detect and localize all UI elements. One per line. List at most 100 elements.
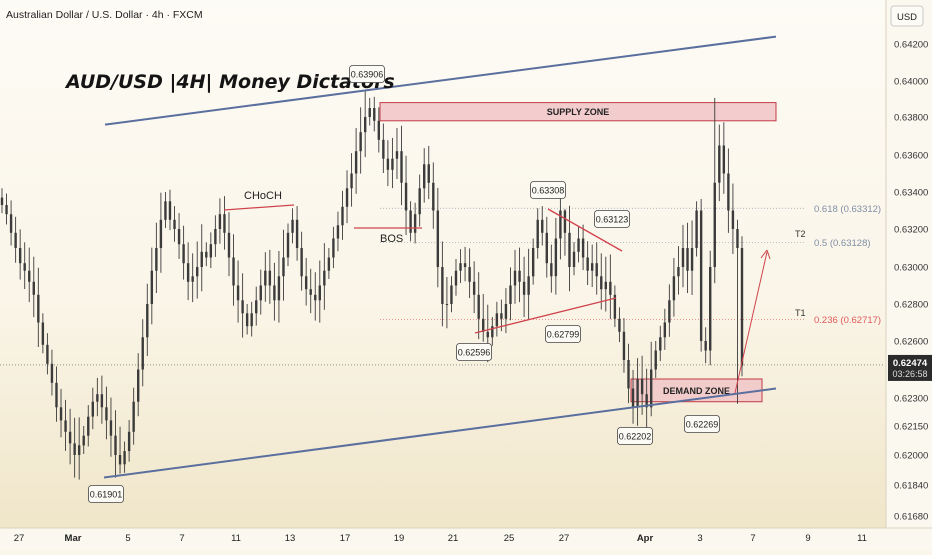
candle-body[interactable] — [37, 294, 40, 323]
candle-body[interactable] — [554, 238, 558, 277]
candle-body[interactable] — [132, 401, 135, 432]
candle-body[interactable] — [345, 188, 349, 207]
candle-body[interactable] — [600, 276, 603, 290]
candle-body[interactable] — [504, 304, 508, 319]
candle-body[interactable] — [82, 435, 85, 446]
candle-body[interactable] — [645, 394, 648, 408]
candle-body[interactable] — [23, 263, 26, 271]
candle-body[interactable] — [391, 158, 394, 170]
candle-body[interactable] — [264, 270, 267, 286]
choch-line[interactable] — [223, 204, 295, 211]
candle-body[interactable] — [209, 244, 213, 258]
price-label-box[interactable] — [456, 343, 492, 361]
candle-body[interactable] — [686, 248, 689, 271]
projection-arrow-line[interactable] — [734, 251, 768, 394]
candle-body[interactable] — [327, 257, 331, 271]
candle-body[interactable] — [454, 270, 458, 286]
candle-body[interactable] — [100, 394, 104, 408]
candle-body[interactable] — [14, 232, 17, 248]
candle-body[interactable] — [64, 420, 67, 432]
candle-body[interactable] — [5, 205, 8, 215]
candle-body[interactable] — [55, 382, 58, 408]
candle-body[interactable] — [341, 206, 344, 226]
candle-body[interactable] — [196, 267, 199, 277]
candle-body[interactable] — [359, 132, 362, 152]
candle-body[interactable] — [545, 232, 548, 264]
candle-body[interactable] — [50, 363, 54, 383]
candle-body[interactable] — [572, 251, 576, 267]
candle-body[interactable] — [713, 182, 716, 267]
candle-body[interactable] — [418, 188, 421, 215]
wedge-upper-line[interactable] — [547, 208, 623, 252]
candle-body[interactable] — [590, 263, 594, 271]
candle-body[interactable] — [718, 145, 721, 183]
price-label-box[interactable] — [594, 210, 630, 228]
candle-body[interactable] — [309, 289, 312, 295]
candle-body[interactable] — [377, 120, 381, 140]
candle-body[interactable] — [559, 210, 562, 239]
candle-body[interactable] — [59, 407, 63, 421]
candle-body[interactable] — [259, 285, 262, 301]
candle-body[interactable] — [91, 401, 94, 417]
candle-body[interactable] — [423, 164, 426, 189]
candle-body[interactable] — [659, 337, 662, 351]
candle-body[interactable] — [159, 219, 163, 248]
candle-body[interactable] — [127, 431, 131, 452]
price-label-box[interactable] — [545, 325, 581, 343]
candle-body[interactable] — [404, 182, 408, 211]
candle-body[interactable] — [709, 267, 712, 351]
candle-body[interactable] — [123, 451, 126, 465]
currency-button[interactable] — [890, 5, 924, 27]
candle-body[interactable] — [200, 251, 203, 267]
candle-body[interactable] — [704, 341, 707, 351]
candle-body[interactable] — [695, 210, 698, 249]
candle-body[interactable] — [740, 248, 744, 366]
candle-body[interactable] — [273, 285, 276, 301]
candle-body[interactable] — [205, 251, 208, 258]
candle-body[interactable] — [354, 151, 358, 174]
candle-body[interactable] — [531, 248, 535, 277]
candle-body[interactable] — [186, 263, 190, 282]
candle-body[interactable] — [500, 313, 503, 319]
candle-body[interactable] — [654, 350, 657, 370]
candle-body[interactable] — [640, 379, 644, 395]
candle-body[interactable] — [9, 214, 13, 233]
candle-body[interactable] — [141, 337, 144, 370]
price-label-box[interactable] — [684, 415, 720, 433]
candle-body[interactable] — [323, 270, 326, 286]
candle-body[interactable] — [395, 151, 399, 159]
candle-body[interactable] — [491, 326, 494, 338]
candle-body[interactable] — [118, 455, 122, 465]
candle-body[interactable] — [382, 139, 385, 159]
candle-body[interactable] — [363, 117, 367, 133]
candle-body[interactable] — [214, 229, 217, 245]
price-label-box[interactable] — [88, 485, 124, 503]
candle-body[interactable] — [332, 238, 335, 258]
candle-body[interactable] — [631, 388, 635, 408]
candle-body[interactable] — [164, 201, 167, 220]
candle-body[interactable] — [618, 318, 621, 332]
candle-body[interactable] — [513, 270, 517, 286]
candle-body[interactable] — [563, 210, 567, 233]
candle-body[interactable] — [427, 164, 430, 183]
price-label-box[interactable] — [530, 181, 566, 199]
candle-body[interactable] — [300, 248, 303, 277]
candle-body[interactable] — [522, 281, 526, 295]
candle-body[interactable] — [386, 158, 390, 170]
candle-body[interactable] — [350, 173, 353, 189]
candle-body[interactable] — [541, 219, 544, 233]
candle-body[interactable] — [699, 210, 703, 342]
candle-body[interactable] — [413, 214, 417, 233]
candle-body[interactable] — [173, 219, 176, 229]
candle-body[interactable] — [450, 285, 453, 305]
candle-body[interactable] — [368, 108, 371, 117]
candle-body[interactable] — [250, 313, 253, 327]
candle-body[interactable] — [373, 108, 376, 121]
candle-body[interactable] — [672, 276, 676, 301]
candle-body[interactable] — [314, 294, 317, 301]
candle-body[interactable] — [236, 285, 240, 301]
candle-body[interactable] — [527, 276, 530, 295]
candle-body[interactable] — [482, 318, 485, 332]
